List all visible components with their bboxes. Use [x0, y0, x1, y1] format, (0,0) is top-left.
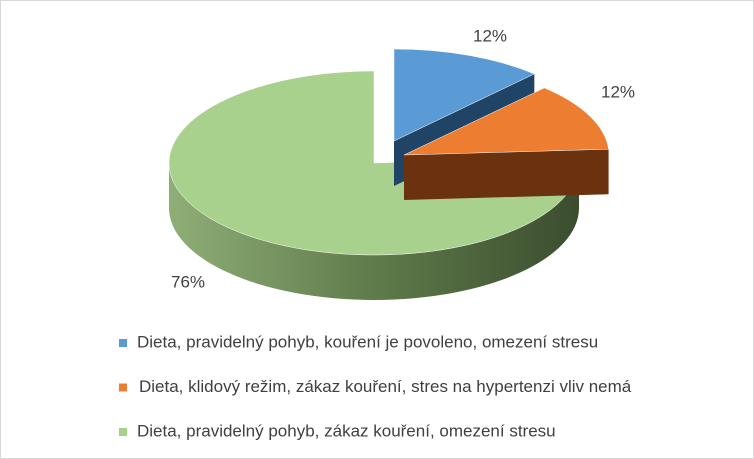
slice-face: [404, 149, 609, 200]
legend-label: Dieta, klidový režim, zákaz kouření, str…: [139, 377, 632, 396]
data-label: 12%: [601, 82, 635, 101]
slice: [403, 87, 609, 156]
legend-label: Dieta, pravidelný pohyb, zákaz kouření, …: [137, 421, 556, 440]
data-label: 76%: [171, 272, 205, 291]
pie: 12% 12% 76%: [168, 26, 635, 300]
legend: Dieta, pravidelný pohyb, kouření je povo…: [119, 332, 632, 440]
legend-swatch: [119, 383, 127, 392]
data-label: 12%: [473, 26, 507, 45]
legend-label: Dieta, pravidelný pohyb, kouření je povo…: [137, 332, 598, 351]
legend-swatch: [119, 428, 127, 436]
slice: [393, 48, 535, 142]
legend-swatch: [119, 339, 127, 347]
slice-side: [169, 163, 579, 300]
slice: [168, 70, 580, 256]
